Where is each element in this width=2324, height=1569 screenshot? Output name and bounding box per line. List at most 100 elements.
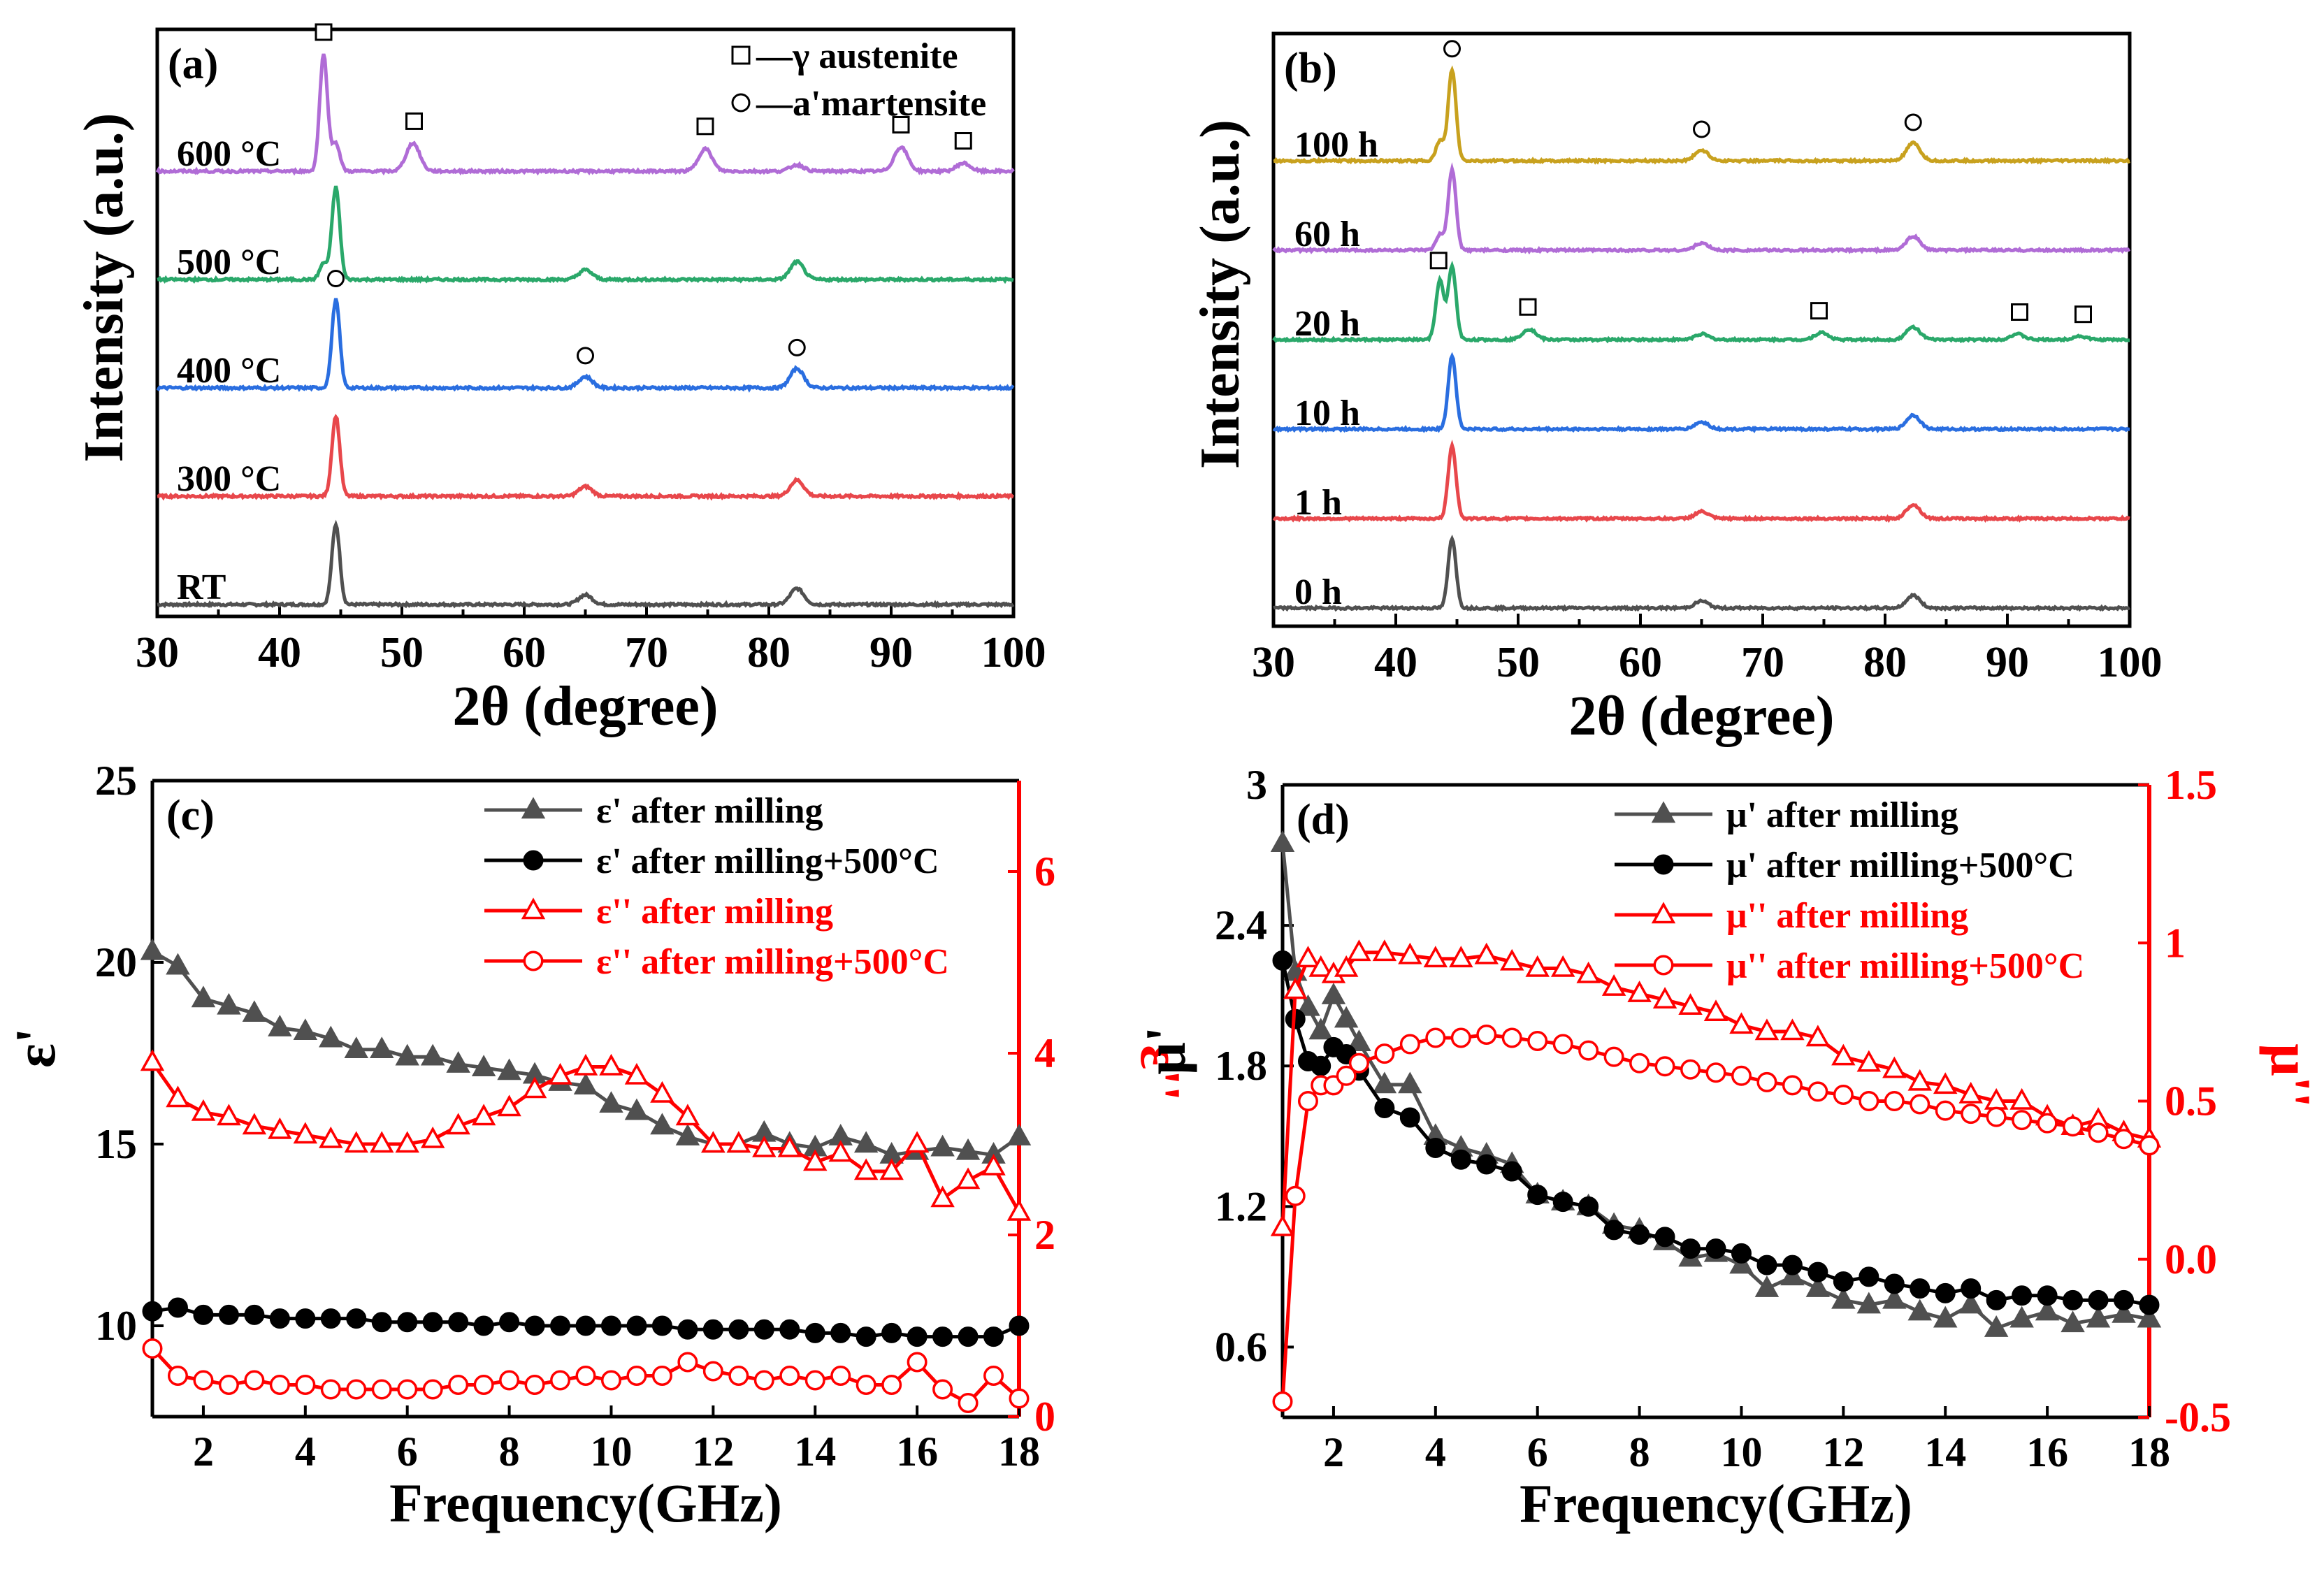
data-point bbox=[981, 1153, 1006, 1176]
y-right-tick-label: 1 bbox=[2165, 920, 2186, 966]
data-point bbox=[726, 1131, 751, 1153]
data-point bbox=[753, 1370, 774, 1391]
data-point bbox=[2012, 1285, 2033, 1306]
data-point bbox=[269, 1308, 290, 1329]
x-tick-label: 2 bbox=[193, 1429, 214, 1475]
data-point bbox=[675, 1124, 700, 1145]
data-point bbox=[268, 1015, 292, 1036]
data-point bbox=[1729, 1012, 1754, 1034]
data-point bbox=[2037, 1285, 2058, 1306]
xrd-panel-b: 30 40 50 60 70 80 90 100 2θ (degree) Intensity (a… bbox=[1190, 31, 2163, 747]
data-point bbox=[473, 1375, 494, 1395]
data-point bbox=[166, 1085, 190, 1108]
data-point bbox=[142, 1338, 163, 1359]
data-point bbox=[803, 1149, 828, 1171]
data-point bbox=[448, 1375, 469, 1395]
xrd-curve-4 bbox=[155, 53, 1015, 176]
data-point bbox=[626, 1315, 647, 1336]
data-point bbox=[2063, 1116, 2084, 1137]
data-point bbox=[1009, 1315, 1030, 1336]
data-point bbox=[1627, 981, 1652, 1002]
y-right-tick-label: 0 bbox=[1034, 1394, 1055, 1440]
data-point bbox=[1882, 1287, 1907, 1309]
data-point bbox=[395, 1131, 419, 1153]
data-point bbox=[1296, 946, 1320, 968]
data-point bbox=[728, 1366, 749, 1386]
data-point bbox=[930, 1185, 955, 1208]
xrd-curve-4 bbox=[1272, 161, 2131, 255]
series-label: 10 h bbox=[1294, 393, 1360, 433]
y-left-tick-label: 3 bbox=[1246, 762, 1267, 808]
data-point bbox=[1933, 1072, 1958, 1094]
data-point bbox=[853, 1158, 879, 1180]
data-point bbox=[702, 1361, 723, 1382]
y-left-tick-label: 25 bbox=[95, 758, 137, 804]
x-tick-label: 6 bbox=[397, 1429, 418, 1475]
data-point bbox=[1856, 1050, 1882, 1072]
data-point bbox=[1399, 1034, 1420, 1055]
data-point bbox=[1450, 1149, 1471, 1170]
legend-label: —γ austenite bbox=[756, 36, 958, 76]
series-label: 600 °C bbox=[177, 134, 281, 174]
legend-triangle-icon bbox=[1651, 902, 1676, 924]
data-point bbox=[777, 1135, 802, 1157]
data-point bbox=[599, 1053, 623, 1076]
data-point bbox=[830, 1366, 851, 1386]
x-axis-label: Frequency(GHz) bbox=[1520, 1473, 1912, 1534]
data-point bbox=[1476, 1154, 1497, 1175]
data-point bbox=[395, 1043, 419, 1066]
data-point bbox=[2088, 1289, 2109, 1310]
data-point bbox=[624, 1062, 649, 1085]
data-point bbox=[1986, 1289, 2007, 1310]
austenite-marker bbox=[696, 117, 714, 136]
data-point bbox=[2009, 1306, 2034, 1328]
data-point bbox=[1374, 1043, 1395, 1064]
xrd-curve-0 bbox=[1273, 534, 2131, 613]
data-point bbox=[242, 1113, 267, 1135]
data-point bbox=[1705, 1062, 1726, 1083]
x-tick-label: 16 bbox=[2026, 1429, 2068, 1475]
x-tick-label: 80 bbox=[1863, 639, 1907, 686]
data-point bbox=[1805, 1025, 1831, 1047]
data-point bbox=[346, 1379, 367, 1400]
data-point bbox=[573, 1073, 598, 1095]
data-point bbox=[1961, 1104, 1982, 1125]
data-point bbox=[499, 1312, 520, 1333]
data-point bbox=[244, 1370, 265, 1391]
data-point bbox=[881, 1322, 902, 1343]
martensite-marker bbox=[1904, 113, 1922, 131]
data-point bbox=[142, 1301, 163, 1322]
austenite-marker bbox=[2074, 305, 2092, 324]
x-tick-label: 50 bbox=[1496, 639, 1540, 686]
x-tick-label: 90 bbox=[1986, 639, 2029, 686]
xrd-curve-2 bbox=[156, 298, 1015, 393]
xrd-curve-2 bbox=[1272, 352, 2130, 434]
y-right-tick-label: 1.5 bbox=[2165, 762, 2217, 808]
data-point bbox=[319, 1025, 343, 1048]
data-point bbox=[1525, 955, 1550, 977]
data-point bbox=[448, 1312, 469, 1333]
data-point bbox=[1348, 1053, 1369, 1073]
y-right-tick-label: 0.0 bbox=[2165, 1236, 2217, 1282]
series-label: 400 °C bbox=[177, 351, 281, 391]
x-axis-label: 2θ (degree) bbox=[452, 676, 718, 737]
data-point bbox=[1297, 1091, 1318, 1111]
x-tick-label: 4 bbox=[1425, 1429, 1446, 1475]
xrd-curve-0 bbox=[157, 519, 1015, 609]
data-point bbox=[1334, 1006, 1359, 1028]
legend-triangle-icon bbox=[521, 797, 546, 819]
data-point bbox=[497, 1058, 521, 1080]
data-point bbox=[1984, 1315, 2009, 1337]
spectrum-panel-c: 2 4 6 8 10 12 14 16 18Frequency(GHz)101520250246… bbox=[3, 758, 1192, 1533]
data-point bbox=[2112, 1301, 2136, 1323]
data-point bbox=[1398, 1071, 1422, 1094]
series-label: 300 °C bbox=[177, 459, 281, 499]
data-point bbox=[1907, 1069, 1932, 1091]
data-point bbox=[930, 1134, 955, 1157]
legend-triangle-icon bbox=[521, 897, 546, 920]
data-point bbox=[1629, 1053, 1650, 1073]
data-point bbox=[1958, 1081, 1983, 1104]
data-point bbox=[1833, 1271, 1854, 1292]
data-point bbox=[1705, 1238, 1726, 1259]
x-tick-label: 18 bbox=[998, 1429, 1040, 1475]
